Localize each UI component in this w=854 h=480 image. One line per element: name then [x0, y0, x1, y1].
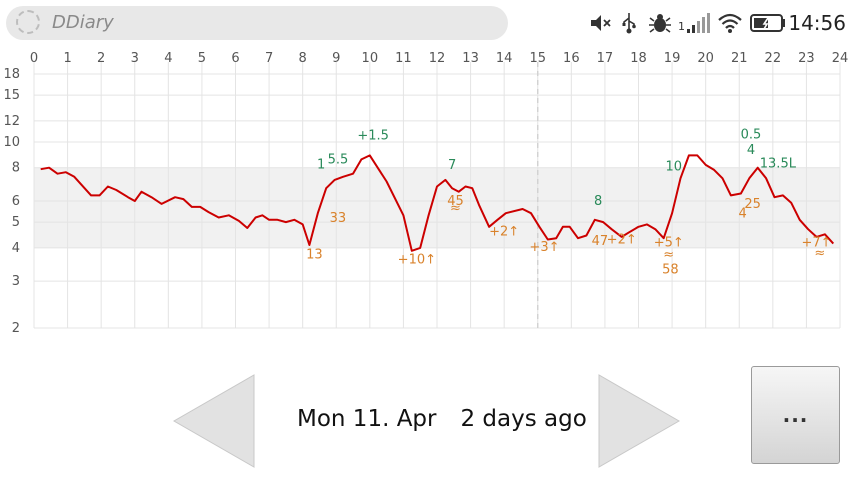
signal-icon	[687, 13, 710, 33]
carb-annotation: 25	[744, 197, 761, 212]
wifi-icon	[718, 13, 742, 33]
glucose-line	[40, 154, 835, 252]
x-tick-label: 0	[30, 51, 38, 66]
x-tick-label: 16	[563, 51, 580, 66]
x-tick-label: 23	[798, 51, 815, 66]
x-tick-label: 14	[496, 51, 513, 66]
x-tick-label: 6	[231, 51, 239, 66]
carb-annotation: 58	[662, 263, 679, 278]
carb-annotation: ≈	[663, 247, 674, 262]
insulin-annotation: 1	[317, 157, 325, 172]
y-tick-label: 10	[3, 135, 20, 150]
app-logo-icon	[16, 10, 40, 34]
x-tick-label: 18	[630, 51, 647, 66]
glucose-chart[interactable]: 0 1 2 3 4 5 6 7 8 9 10 11 12 13 14 15 16 17 18 19 20 21 22 23 24…	[0, 44, 854, 366]
y-tick-label: 4	[12, 241, 20, 256]
x-tick-label: 17	[597, 51, 614, 66]
y-tick-label: 3	[12, 274, 20, 289]
carb-annotation: +5↑	[654, 235, 684, 250]
y-tick-label: 8	[12, 161, 20, 176]
x-tick-label: 9	[332, 51, 340, 66]
clock: 14:56	[788, 11, 846, 35]
x-tick-label: 4	[164, 51, 172, 66]
current-date: Mon 11. Apr 2 days ago	[297, 406, 587, 432]
x-tick-label: 12	[429, 51, 446, 66]
carb-annotation: 45	[447, 194, 464, 209]
battery-icon	[750, 14, 785, 32]
x-tick-label: 13	[462, 51, 479, 66]
insulin-annotation: 8	[594, 194, 602, 209]
y-tick-label: 5	[12, 215, 20, 230]
insulin-annotation: 10	[665, 160, 682, 175]
x-tick-label: 15	[529, 51, 546, 66]
carb-annotation: 13	[306, 247, 323, 262]
carb-annotation: +3↑	[529, 240, 559, 255]
carb-annotation: 4	[738, 207, 746, 222]
carb-annotation: +2↑	[489, 225, 519, 240]
carb-annotation: +10↑	[398, 252, 436, 267]
y-tick-label: 18	[3, 67, 20, 82]
more-button-label: ...	[782, 403, 809, 427]
date-navigation: Mon 11. Apr 2 days ago ...	[0, 364, 854, 480]
x-tick-label: 22	[765, 51, 782, 66]
y-tick-label: 2	[12, 321, 20, 336]
y-tick-label: 15	[3, 88, 20, 103]
x-tick-label: 2	[97, 51, 105, 66]
insulin-annotation: 0.5	[741, 128, 762, 143]
insulin-annotation: 7	[448, 158, 456, 173]
relative-date: 2 days ago	[460, 406, 587, 432]
x-tick-label: 11	[395, 51, 412, 66]
status-bar: DDiary 1 14:56	[0, 0, 854, 46]
insulin-annotation: 5.5	[328, 152, 349, 167]
x-tick-label: 1	[63, 51, 71, 66]
next-day-button[interactable]	[597, 374, 681, 468]
insulin-annotation: 13.5L	[760, 157, 797, 172]
carb-annotation: ≈	[450, 201, 461, 216]
x-tick-label: 20	[697, 51, 714, 66]
x-tick-label: 10	[362, 51, 379, 66]
carb-annotation: ≈	[814, 246, 825, 261]
carb-annotation: 47	[592, 234, 609, 249]
x-tick-label: 8	[299, 51, 307, 66]
x-tick-label: 7	[265, 51, 273, 66]
x-tick-label: 21	[731, 51, 748, 66]
bug-icon	[649, 14, 671, 33]
carb-annotation: +2↑	[607, 233, 637, 248]
mute-icon	[591, 15, 611, 31]
signal-label: 1	[678, 20, 685, 33]
usb-icon	[622, 13, 636, 34]
insulin-annotation: +1.5	[357, 129, 389, 144]
x-tick-label: 3	[131, 51, 139, 66]
app-title: DDiary	[52, 12, 114, 33]
carb-annotation: 33	[330, 211, 347, 226]
y-tick-label: 6	[12, 194, 20, 209]
x-tick-label: 19	[664, 51, 681, 66]
more-button[interactable]: ...	[751, 366, 840, 464]
previous-day-button[interactable]	[172, 374, 256, 468]
y-tick-label: 12	[3, 114, 20, 129]
insulin-annotation: 4	[747, 143, 755, 158]
carb-annotation: +7↑	[801, 235, 831, 250]
app-title-bar[interactable]: DDiary	[6, 6, 508, 40]
x-tick-label: 24	[832, 51, 849, 66]
x-tick-label: 5	[198, 51, 206, 66]
date-text: Mon 11. Apr	[297, 406, 437, 432]
